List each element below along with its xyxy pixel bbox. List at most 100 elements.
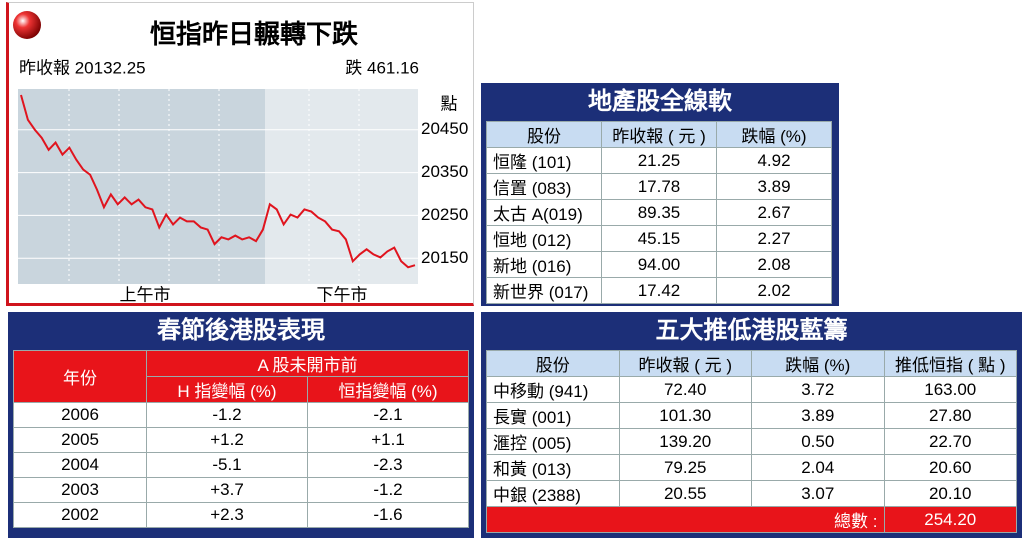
cell: 信置 (083): [486, 173, 602, 200]
icon: [13, 11, 41, 39]
y-tick-label: 20350: [421, 162, 468, 181]
cell: -1.2: [307, 477, 469, 503]
cell: 20.55: [618, 480, 752, 507]
cell: 2004: [13, 452, 147, 478]
table: 年份 A 股未開市前 H 指變幅 (%) 恒指變幅 (%) 2006 -1.2 -2.1 20…: [13, 350, 469, 528]
row: 太古 A(019) 89.35 2.67: [486, 199, 832, 226]
cny-panel: 春節後港股表現 年份 A 股未開市前 H 指變幅 (%) 恒指變幅 (%) 2006 -1…: [8, 312, 474, 538]
cell: -2.1: [307, 402, 469, 428]
cell: 45.15: [601, 225, 717, 252]
cell: 22.70: [883, 428, 1017, 455]
cell: 2.67: [716, 199, 832, 226]
cell: 新世界 (017): [486, 277, 602, 304]
row: 恒隆 (101) 21.25 4.92: [486, 147, 832, 174]
cell: 4.92: [716, 147, 832, 174]
cell: 3.72: [751, 376, 885, 403]
row: 2003 +3.7 -1.2: [13, 477, 469, 503]
row: 2006 -1.2 -2.1: [13, 402, 469, 428]
x-label: 上午市: [120, 285, 171, 303]
cell: 推低恒指 ( 點 ): [883, 350, 1017, 377]
line: [20, 94, 416, 269]
cell: 股份: [486, 121, 602, 148]
cell: 恒指變幅 (%): [307, 376, 469, 403]
cell: 昨收報 ( 元 ): [618, 350, 752, 377]
cell: 太古 A(019): [486, 199, 602, 226]
y-tick-label: 20250: [421, 205, 468, 224]
y-tick-label: 20150: [421, 248, 468, 267]
row: 信置 (083) 17.78 3.89: [486, 173, 832, 200]
cell: 2.27: [716, 225, 832, 252]
cell: 中移動 (941): [486, 376, 620, 403]
row: H 指變幅 (%) 恒指變幅 (%): [14, 376, 469, 403]
cell: -1.6: [307, 502, 469, 528]
cell: 2003: [13, 477, 147, 503]
cell: 72.40: [618, 376, 752, 403]
cell: 滙控 (005): [486, 428, 620, 455]
chart-title: 恒指昨日輾轉下跌: [150, 19, 358, 49]
cell: 總數 :: [486, 506, 885, 533]
row: 2004 -5.1 -2.3: [13, 452, 469, 478]
cell: 和黃 (013): [486, 454, 620, 481]
cell: 昨收報 ( 元 ): [601, 121, 717, 148]
table-title: 五大推低港股藍籌: [655, 317, 848, 344]
table: 股份 昨收報 ( 元 ) 跌幅 (%) 恒隆 (101) 21.25 4.92 信置 (08…: [486, 121, 832, 304]
cell: 3.89: [716, 173, 832, 200]
cell: 跌幅 (%): [751, 350, 885, 377]
row: 滙控 (005) 139.20 0.50 22.70: [486, 428, 1017, 455]
cell: 79.25: [618, 454, 752, 481]
table-title: 春節後港股表現: [157, 317, 325, 344]
plot-bg: [265, 89, 418, 284]
prev-close: 昨收報 20132.25: [19, 58, 146, 77]
cell: 3.89: [751, 402, 885, 429]
cell: 2006: [13, 402, 147, 428]
row: 2002 +2.3 -1.6: [13, 502, 469, 528]
row: 股份 昨收報 ( 元 ) 跌幅 (%): [486, 121, 832, 148]
x-label: 下午市: [317, 285, 368, 303]
cell: +2.3: [146, 502, 308, 528]
cell: -5.1: [146, 452, 308, 478]
cell: 年份: [13, 350, 147, 403]
cell: 17.42: [601, 277, 717, 304]
cell: 3.07: [751, 480, 885, 507]
change: 跌 461.16: [345, 58, 419, 77]
cell: 94.00: [601, 251, 717, 278]
row: 2005 +1.2 +1.1: [13, 427, 469, 453]
cell: 163.00: [883, 376, 1017, 403]
cell: 2002: [13, 502, 147, 528]
cell: 2005: [13, 427, 147, 453]
bluechip-panel: 五大推低港股藍籌 股份 昨收報 ( 元 ) 跌幅 (%) 推低恒指 ( 點 ) 中移動 …: [481, 312, 1022, 538]
row: 中銀 (2388) 20.55 3.07 20.10: [486, 480, 1017, 507]
cell: A 股未開市前: [146, 350, 469, 377]
row: 中移動 (941) 72.40 3.72 163.00: [486, 376, 1017, 403]
table-title: 地產股全線軟: [588, 88, 732, 115]
cell: -2.3: [307, 452, 469, 478]
row: 新世界 (017) 17.42 2.02: [486, 277, 832, 304]
cell: 101.30: [618, 402, 752, 429]
cell: 20.10: [883, 480, 1017, 507]
cell: 股份: [486, 350, 620, 377]
cell: 2.04: [751, 454, 885, 481]
y-tick-label: 20450: [421, 119, 468, 138]
cell: 長實 (001): [486, 402, 620, 429]
row: 股份 昨收報 ( 元 ) 跌幅 (%) 推低恒指 ( 點 ): [486, 350, 1017, 377]
cell: 恒地 (012): [486, 225, 602, 252]
cell: 17.78: [601, 173, 717, 200]
cell: 中銀 (2388): [486, 480, 620, 507]
row: 和黃 (013) 79.25 2.04 20.60: [486, 454, 1017, 481]
row: 恒地 (012) 45.15 2.27: [486, 225, 832, 252]
cell: 21.25: [601, 147, 717, 174]
cell: 254.20: [883, 506, 1017, 533]
chart: 恒指昨日輾轉下跌 昨收報 20132.25 跌 461.16 點 20150 20…: [13, 11, 468, 303]
cell: -1.2: [146, 402, 308, 428]
row: 長實 (001) 101.30 3.89 27.80: [486, 402, 1017, 429]
row: 新地 (016) 94.00 2.08: [486, 251, 832, 278]
cell: 0.50: [751, 428, 885, 455]
table: 股份 昨收報 ( 元 ) 跌幅 (%) 推低恒指 ( 點 ) 中移動 (941) 72.4…: [486, 350, 1017, 533]
cell: +1.1: [307, 427, 469, 453]
cell: 20.60: [883, 454, 1017, 481]
cell: 新地 (016): [486, 251, 602, 278]
cell: 2.08: [716, 251, 832, 278]
cell: 2.02: [716, 277, 832, 304]
chart-panel: 恒指昨日輾轉下跌 昨收報 20132.25 跌 461.16 點 20150 20…: [6, 2, 474, 306]
